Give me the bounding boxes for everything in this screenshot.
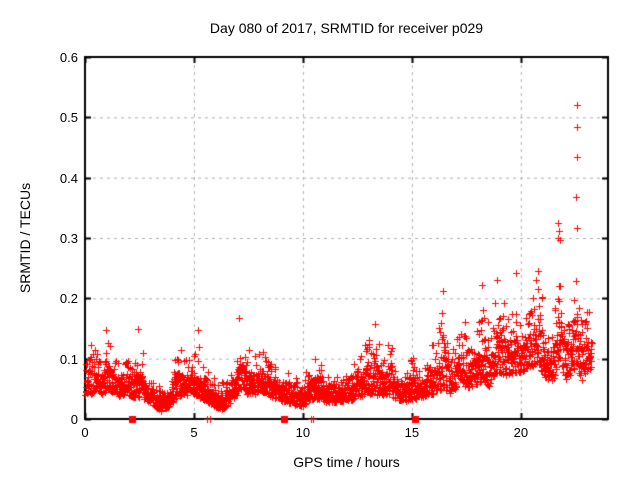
y-tick-label: 0.2 [59,291,78,307]
y-tick-label: 0.3 [59,231,78,246]
y-tick-label: 0.4 [59,170,78,186]
x-tick-label: 10 [295,425,311,440]
x-tick-label: 20 [513,425,529,440]
chart-title: Day 080 of 2017, SRMTID for receiver p02… [209,20,484,36]
x-tick-label: 15 [404,425,420,440]
x-tick-label: 0 [81,425,89,440]
x-axis-label: GPS time / hours [293,454,400,470]
y-tick-label: 0 [70,412,78,427]
y-tick-label: 0.5 [59,110,78,126]
x-tick-label: 5 [190,425,198,440]
y-tick-label: 0.1 [59,351,78,367]
y-tick-label: 0.6 [59,50,78,65]
